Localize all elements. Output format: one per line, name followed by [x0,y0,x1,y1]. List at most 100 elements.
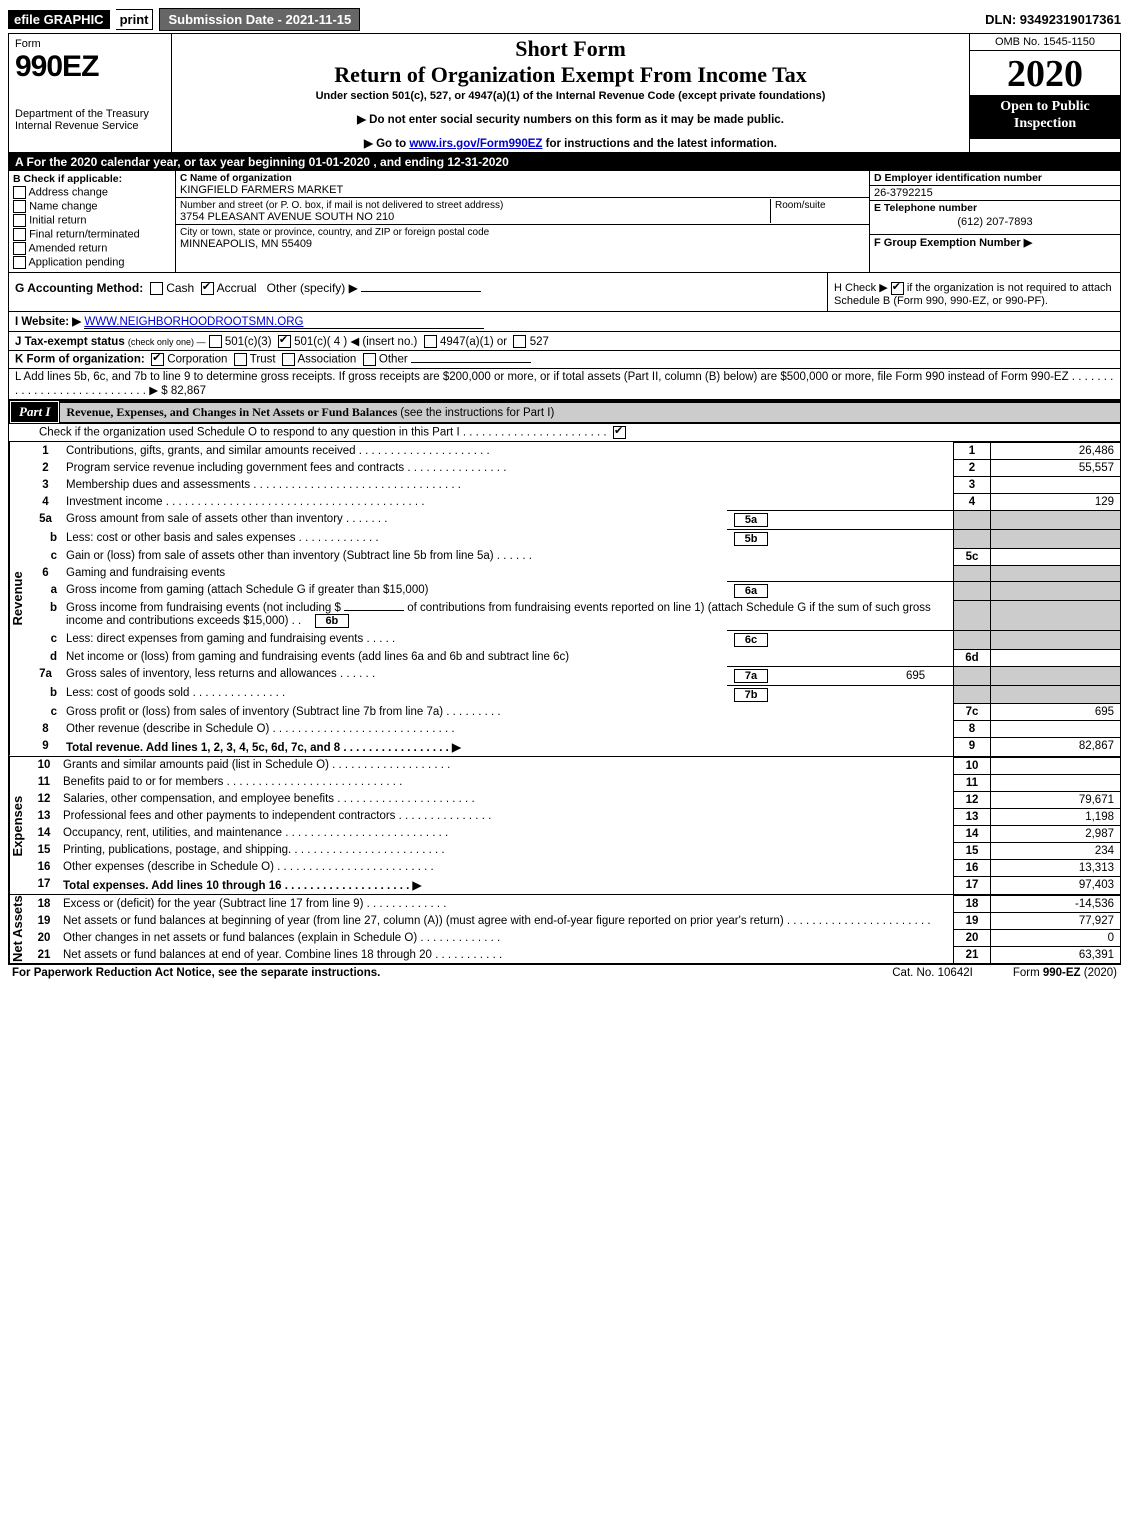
line-val: 129 [991,494,1121,511]
line-val: 13,313 [991,859,1121,876]
schedule-o-check: Check if the organization used Schedule … [9,424,1120,442]
checkbox-icon[interactable] [363,353,376,366]
checkbox-icon[interactable] [13,256,26,269]
chk-initial[interactable]: Initial return [13,214,171,227]
line-12: 12 Salaries, other compensation, and emp… [28,791,1120,808]
checkbox-icon[interactable] [234,353,247,366]
line-desc: Gross amount from sale of assets other t… [63,511,727,530]
checkbox-icon[interactable] [278,335,291,348]
line-7a: 7a Gross sales of inventory, less return… [28,666,1120,685]
line-box: 17 [954,876,991,894]
other-specify-input[interactable] [361,291,481,292]
line-desc: Other revenue (describe in Schedule O) .… [63,721,954,738]
line-box: 19 [954,913,991,930]
h-block: H Check ▶ if the organization is not req… [827,273,1120,311]
line-desc: Grants and similar amounts paid (list in… [60,757,954,774]
chk-amended-label: Amended return [28,242,107,254]
line-num: b [28,530,63,549]
checkbox-icon[interactable] [150,282,163,295]
line-desc: Net assets or fund balances at end of ye… [60,947,954,964]
checkbox-icon[interactable] [13,228,26,241]
line-desc: Printing, publications, postage, and shi… [60,842,954,859]
line-3: 3 Membership dues and assessments . . . … [28,477,1120,494]
f-label: F Group Exemption Number ▶ [870,235,1120,250]
schedule-o-text: Check if the organization used Schedule … [39,427,607,439]
j-label: J Tax-exempt status [15,336,125,348]
chk-name[interactable]: Name change [13,200,171,213]
part1-title: Revenue, Expenses, and Changes in Net As… [60,403,1120,422]
line-14: 14 Occupancy, rent, utilities, and maint… [28,825,1120,842]
k-other-input[interactable] [411,362,531,363]
line-num: 2 [28,460,63,477]
line-5a: 5a Gross amount from sale of assets othe… [28,511,1120,530]
form-subtitle: Under section 501(c), 527, or 4947(a)(1)… [178,90,963,102]
chk-pending[interactable]: Application pending [13,256,171,269]
line-num: 8 [28,721,63,738]
line-val: 79,671 [991,791,1121,808]
block-b: B Check if applicable: Address change Na… [9,171,1120,273]
checkbox-icon[interactable] [282,353,295,366]
line-num: 9 [28,738,63,756]
chk-address[interactable]: Address change [13,186,171,199]
website-link[interactable]: WWW.NEIGHBORHOODROOTSMN.ORG [84,316,484,329]
chk-final-label: Final return/terminated [29,228,140,240]
line-17-text: Total expenses. Add lines 10 through 16 … [63,880,421,892]
line-num: 13 [28,808,60,825]
chk-final[interactable]: Final return/terminated [13,228,171,241]
line-desc: Net assets or fund balances at beginning… [60,913,954,930]
line-box: 15 [954,842,991,859]
checkbox-icon[interactable] [513,335,526,348]
line-20: 20 Other changes in net assets or fund b… [28,930,1120,947]
line-desc: Less: direct expenses from gaming and fu… [63,631,727,650]
line-21: 21 Net assets or fund balances at end of… [28,947,1120,964]
print-button[interactable]: print [116,9,154,30]
chk-address-label: Address change [28,186,108,198]
expenses-side-label: Expenses [9,757,28,895]
checkbox-icon[interactable] [209,335,222,348]
form-footer: Form 990-EZ (2020) [1013,967,1117,979]
line-num: 19 [28,913,60,930]
checkbox-icon[interactable] [151,353,164,366]
chk-amended[interactable]: Amended return [13,242,171,255]
line-6c: c Less: direct expenses from gaming and … [28,631,1120,650]
city-block: City or town, state or province, country… [176,225,869,251]
checkbox-icon[interactable] [891,282,904,295]
line-desc: Benefits paid to or for members . . . . … [60,774,954,791]
top-bar: efile GRAPHIC print Submission Date - 20… [8,8,1121,31]
netassets-side-label: Net Assets [9,895,28,963]
line-val [991,774,1121,791]
checkbox-icon[interactable] [201,282,214,295]
line-val: 26,486 [991,443,1121,460]
block-b-right: D Employer identification number 26-3792… [869,171,1120,272]
line-box: 13 [954,808,991,825]
checkbox-icon[interactable] [13,200,26,213]
contrib-input[interactable] [344,610,404,611]
line-box-shade [954,685,991,704]
line-box: 11 [954,774,991,791]
j-527: 527 [530,336,549,348]
line-desc: Occupancy, rent, utilities, and maintena… [60,825,954,842]
line-box: 20 [954,930,991,947]
line-desc: Professional fees and other payments to … [60,808,954,825]
header-center: Short Form Return of Organization Exempt… [172,34,969,152]
line-desc: Less: cost or other basis and sales expe… [63,530,727,549]
checkbox-icon[interactable] [13,242,26,255]
checkbox-icon[interactable] [613,426,626,439]
checkbox-icon[interactable] [424,335,437,348]
line-desc: Net income or (loss) from gaming and fun… [63,649,954,666]
dln: DLN: 93492319017361 [985,12,1121,27]
e-label: E Telephone number [870,201,1120,215]
line-desc: Less: cost of goods sold . . . . . . . .… [63,685,727,704]
netassets-table: 18 Excess or (deficit) for the year (Sub… [28,895,1120,963]
line-num: b [28,600,63,631]
line-desc: Investment income . . . . . . . . . . . … [63,494,954,511]
form-title: Return of Organization Exempt From Incom… [178,62,963,88]
checkbox-icon[interactable] [13,214,26,227]
department: Department of the Treasury [15,108,165,120]
block-b-checks: B Check if applicable: Address change Na… [9,171,176,272]
checkbox-icon[interactable] [13,186,26,199]
line-15: 15 Printing, publications, postage, and … [28,842,1120,859]
irs-link[interactable]: www.irs.gov/Form990EZ [409,138,542,150]
line-val-shade [991,530,1121,549]
line-val [991,649,1121,666]
